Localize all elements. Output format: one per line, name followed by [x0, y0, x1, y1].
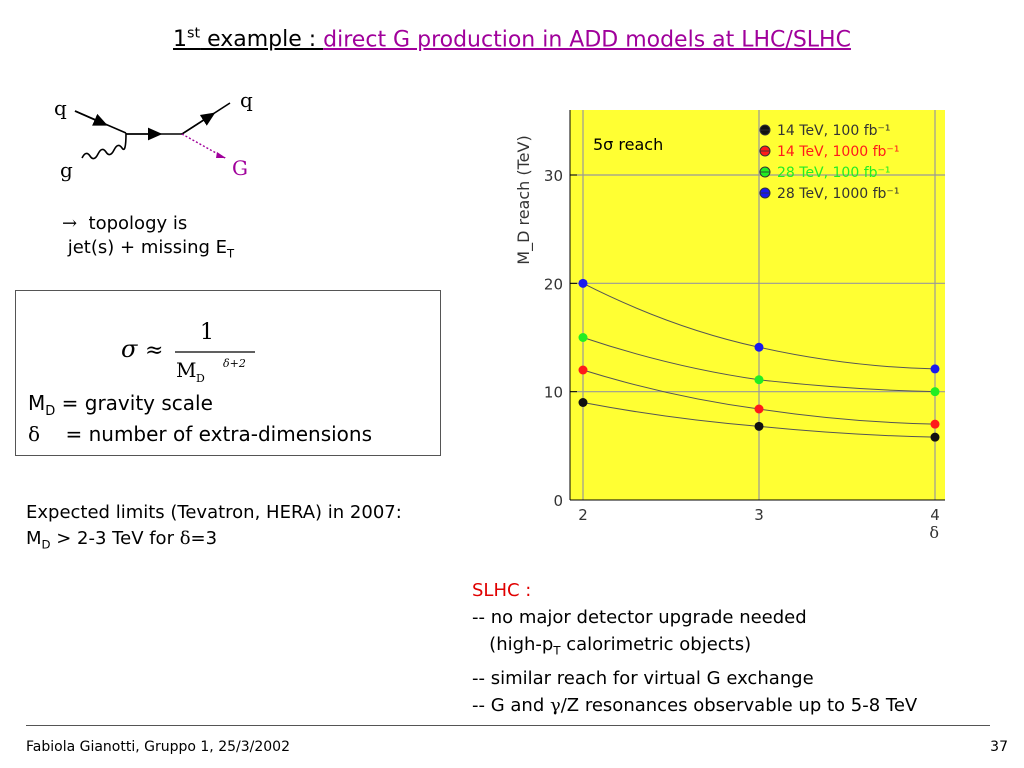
y-tick-label: 20 — [544, 275, 563, 293]
title-prefix-sup: st — [187, 26, 201, 42]
slhc-text: SLHC : -- no major detector upgrade need… — [472, 577, 917, 719]
y-tick-label: 10 — [544, 384, 563, 402]
data-point — [930, 419, 940, 429]
formula-exponent: δ+2 — [223, 357, 246, 370]
title-prefix-rest: example : — [200, 27, 324, 53]
label-q-in: q — [54, 96, 67, 120]
extra-dimensions-definition: δ = number of extra-dimensions — [28, 422, 372, 446]
formula-approx: ≈ — [145, 338, 163, 363]
x-tick-labels: 2 3 4 — [578, 506, 940, 524]
label-g-in: g — [60, 158, 73, 182]
formula-denominator: M — [176, 358, 196, 382]
slhc-line2-sub: T — [553, 643, 561, 658]
data-point — [754, 421, 764, 431]
md-reach-chart: 0 10 20 30 2 3 4 5σ reach δ M_D reach (TeV) 1… — [514, 110, 945, 542]
page-number: 37 — [990, 739, 1008, 755]
legend-label: 14 TeV, 1000 fb⁻¹ — [777, 144, 899, 160]
x-axis-label: δ — [929, 523, 939, 542]
expected-limits-text: Expected limits (Tevatron, HERA) in 2007… — [26, 500, 402, 558]
formula-numerator: 1 — [200, 320, 214, 345]
formula-denominator-sub: D — [196, 372, 205, 385]
data-point — [930, 387, 940, 397]
data-point — [754, 375, 764, 385]
chart-title: 5σ reach — [593, 135, 663, 154]
expected-md: M — [26, 528, 42, 549]
expected-delta: δ — [179, 528, 191, 549]
y-tick-label: 0 — [553, 492, 563, 510]
quark-out-arrow — [181, 112, 216, 135]
cross-section-formula: σ ≈ 1 M D δ+2 — [121, 320, 255, 385]
x-tick-label: 3 — [754, 506, 764, 524]
label-q-out: q — [240, 88, 253, 112]
topology-arrow: → — [62, 213, 78, 234]
footer-author: Fabiola Gianotti, Gruppo 1, 25/3/2002 — [26, 739, 290, 755]
data-point — [930, 432, 940, 442]
y-tick-label: 30 — [544, 167, 563, 185]
quark-in-arrow — [74, 110, 108, 126]
gluon-line — [81, 132, 127, 160]
x-tick-label: 4 — [930, 506, 940, 524]
slhc-line2-b: calorimetric objects) — [560, 634, 752, 655]
y-axis-label: M_D reach (TeV) — [514, 135, 534, 264]
title-accent: direct G production in ADD models at LHC… — [323, 27, 851, 53]
formula-sigma: σ — [121, 335, 138, 363]
title-prefix: 1 — [173, 27, 188, 53]
def2-text: = number of extra-dimensions — [65, 422, 372, 446]
feynman-diagram: q q g G — [54, 88, 253, 182]
data-point — [754, 404, 764, 414]
grid — [570, 110, 945, 500]
label-G-out: G — [232, 156, 248, 180]
slhc-heading: SLHC : — [472, 580, 532, 601]
topology-line2: jet(s) + missing E — [67, 237, 228, 258]
topology-line1: topology is — [88, 213, 188, 234]
graviton-arrow — [216, 152, 226, 158]
def1-text: = gravity scale — [55, 391, 213, 415]
data-point — [754, 342, 764, 352]
data-point — [578, 278, 588, 288]
legend-label: 14 TeV, 100 fb⁻¹ — [777, 123, 891, 139]
gravity-scale-definition: MD = gravity scale — [28, 391, 213, 419]
data-point — [578, 365, 588, 375]
data-point — [578, 333, 588, 342]
data-point — [578, 398, 588, 407]
expected-line1: Expected limits (Tevatron, HERA) in 2007… — [26, 502, 402, 523]
def2-symbol: δ — [28, 422, 41, 446]
slide-title: 1st example : direct G production in ADD… — [0, 26, 1024, 52]
slhc-gamma: γ — [549, 694, 561, 716]
y-tick-labels: 0 10 20 30 — [544, 167, 577, 510]
legend-label: 28 TeV, 1000 fb⁻¹ — [777, 186, 899, 202]
topology-line2-sub: T — [227, 246, 235, 261]
footer-divider — [26, 725, 990, 726]
slhc-line2-a: (high-p — [472, 634, 554, 655]
formula-box: σ ≈ 1 M D δ+2 MD = gravity scale δ = num… — [15, 290, 441, 456]
expected-line2-c: =3 — [190, 528, 218, 549]
data-points — [578, 278, 940, 442]
topology-text: → topology is jet(s) + missing ET — [62, 212, 234, 266]
expected-line2-b: > 2-3 TeV for — [50, 528, 180, 549]
slhc-line3: -- similar reach for virtual G exchange — [472, 667, 814, 689]
legend: 14 TeV, 100 fb⁻¹ 14 TeV, 1000 fb⁻¹ 28 TeV,… — [759, 123, 899, 202]
expected-md-sub: D — [41, 537, 51, 552]
legend-label: 28 TeV, 100 fb⁻¹ — [777, 165, 891, 181]
slhc-line1: -- no major detector upgrade needed — [472, 607, 807, 628]
slhc-line4-b: /Z resonances observable up to 5-8 TeV — [560, 694, 918, 716]
x-tick-label: 2 — [578, 506, 588, 524]
def1-symbol: M — [28, 391, 46, 415]
slhc-line4-a: -- G and — [472, 694, 550, 716]
data-point — [930, 364, 940, 374]
def1-sub: D — [45, 404, 56, 419]
